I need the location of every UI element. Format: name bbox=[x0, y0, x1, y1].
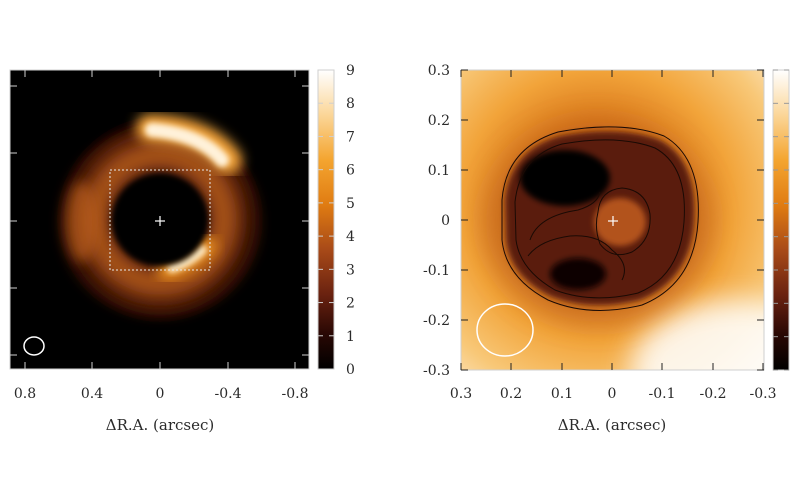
right-x-tick-label: 0.2 bbox=[500, 386, 522, 402]
colorbar-tick-labels: 0 1 2 3 4 5 6 7 8 9 bbox=[346, 63, 355, 378]
right-ticks bbox=[460, 69, 764, 371]
right-panel: 0.3 0.2 0.1 0 -0.1 -0.2 -0.3 0.3 0.2 0.1… bbox=[423, 63, 777, 434]
right-beam-ellipse bbox=[476, 303, 534, 357]
colorbar-tick-label: 4 bbox=[346, 229, 355, 245]
right-colorbar-frame bbox=[772, 69, 790, 371]
left-x-axis-label: ΔR.A. (arcsec) bbox=[106, 416, 214, 434]
right-y-tick-label: -0.3 bbox=[423, 363, 450, 379]
colorbar-tick-label: 1 bbox=[346, 329, 355, 345]
colorbar-tick-label: 8 bbox=[346, 96, 355, 112]
left-panel: 0.8 0.4 0 -0.4 -0.8 ΔR.A. (arcsec) bbox=[9, 69, 310, 434]
right-y-tick-label: 0.1 bbox=[428, 163, 450, 179]
left-x-tick-label: -0.4 bbox=[215, 386, 242, 402]
left-center-marker bbox=[155, 216, 165, 226]
colorbar-tick-label: 5 bbox=[346, 196, 355, 212]
right-y-tick-label: 0 bbox=[441, 213, 450, 229]
colorbar-tick-label: 7 bbox=[346, 129, 355, 145]
left-x-tick-label: 0 bbox=[156, 386, 165, 402]
right-contours bbox=[501, 126, 699, 311]
right-colorbar-gradient bbox=[773, 70, 789, 370]
left-ticks bbox=[10, 70, 309, 369]
right-x-tick-label: -0.1 bbox=[649, 386, 676, 402]
dashed-zoom-box bbox=[109, 169, 211, 271]
left-x-tick-label: 0.8 bbox=[14, 386, 36, 402]
right-x-tick-label: -0.2 bbox=[700, 386, 727, 402]
colorbar: 0 1 2 3 4 5 6 7 8 9 bbox=[317, 63, 355, 378]
right-y-tick-labels: 0.3 0.2 0.1 0 -0.1 -0.2 -0.3 bbox=[423, 63, 450, 379]
colorbar-tick-label: 0 bbox=[346, 362, 355, 378]
right-center-marker bbox=[608, 216, 618, 226]
right-x-tick-label: -0.3 bbox=[750, 386, 777, 402]
colorbar-gradient bbox=[318, 70, 334, 369]
left-x-tick-label: -0.8 bbox=[282, 386, 309, 402]
colorbar-ticks bbox=[318, 69, 334, 370]
right-y-tick-label: -0.2 bbox=[423, 313, 450, 329]
left-x-tick-labels: 0.8 0.4 0 -0.4 -0.8 bbox=[14, 386, 309, 402]
right-image bbox=[486, 122, 764, 370]
right-x-tick-label: 0.1 bbox=[551, 386, 573, 402]
right-y-tick-label: 0.3 bbox=[428, 63, 450, 79]
colorbar-tick-label: 2 bbox=[346, 296, 355, 312]
colorbar-tick-label: 3 bbox=[346, 262, 355, 278]
right-colorbar bbox=[772, 69, 790, 371]
left-beam-ellipse bbox=[23, 336, 45, 356]
right-y-tick-label: -0.1 bbox=[423, 263, 450, 279]
right-y-tick-label: 0.2 bbox=[428, 113, 450, 129]
colorbar-tick-label: 6 bbox=[346, 163, 355, 179]
right-x-axis-label: ΔR.A. (arcsec) bbox=[558, 416, 666, 434]
left-x-tick-label: 0.4 bbox=[81, 386, 103, 402]
right-colorbar-ticks bbox=[773, 69, 789, 371]
colorbar-frame bbox=[317, 69, 335, 370]
right-x-tick-label: 0 bbox=[608, 386, 617, 402]
right-x-tick-labels: 0.3 0.2 0.1 0 -0.1 -0.2 -0.3 bbox=[450, 386, 777, 402]
colorbar-tick-label: 9 bbox=[346, 63, 355, 79]
right-x-tick-label: 0.3 bbox=[450, 386, 472, 402]
